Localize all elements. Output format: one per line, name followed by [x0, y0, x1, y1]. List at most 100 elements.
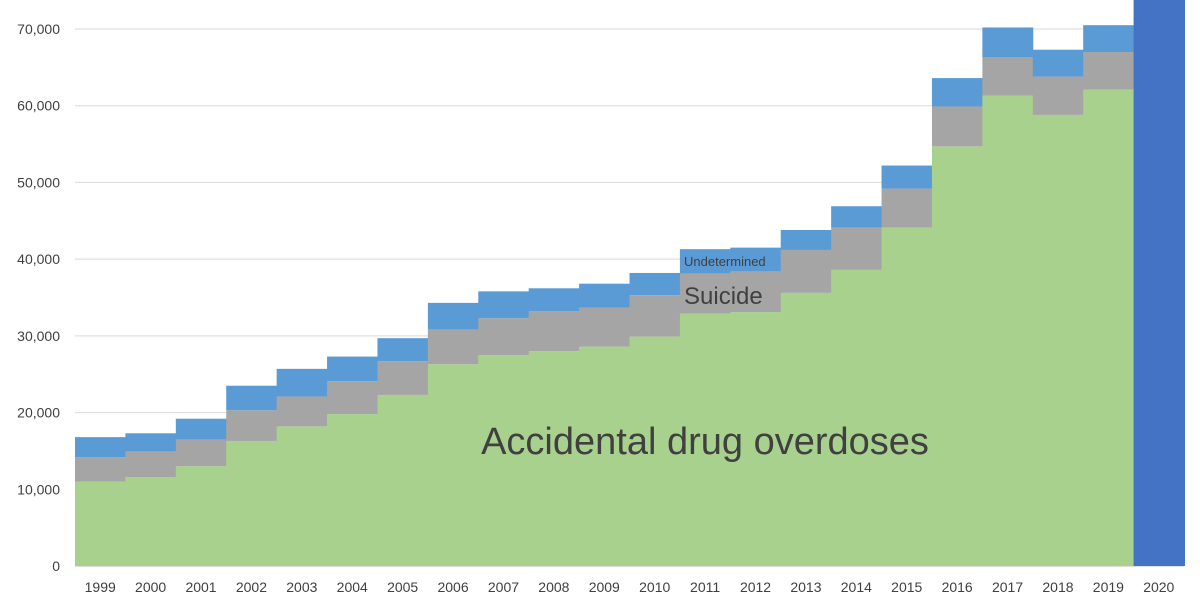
bar-undetermined-2003	[276, 368, 328, 397]
y-tick-label: 30,000	[17, 328, 60, 344]
x-tick-label: 2008	[538, 579, 569, 595]
bar-suicide-2011	[679, 273, 731, 314]
bar-accidental-drug-overdoses-2018	[1032, 114, 1084, 567]
bar-suicide-2016	[931, 106, 983, 147]
bar-undetermined-2014	[831, 206, 883, 228]
x-tick-label: 2014	[841, 579, 872, 595]
x-tick-label: 2019	[1093, 579, 1124, 595]
bar-accidental-drug-overdoses-2014	[831, 269, 883, 566]
bar-suicide-1999	[75, 457, 126, 482]
bar-undetermined-2004	[327, 356, 378, 382]
bar-accidental-drug-overdoses-2004	[327, 414, 378, 566]
suicide-label: Suicide	[684, 283, 763, 310]
bar-accidental-drug-overdoses-2003	[276, 426, 328, 566]
bar-suicide-2019	[1083, 52, 1135, 90]
x-tick-label: 2000	[135, 579, 166, 595]
x-tick-label: 2003	[286, 579, 317, 595]
y-tick-label: 70,000	[17, 21, 60, 37]
bar-suicide-2001	[175, 439, 227, 467]
undetermined-label: Undetermined	[684, 254, 766, 269]
bar-suicide-2004	[327, 381, 378, 415]
y-tick-label: 20,000	[17, 405, 60, 421]
bar-accidental-drug-overdoses-2011	[679, 313, 731, 566]
x-tick-label: 2010	[639, 579, 670, 595]
bar-undetermined-2000	[125, 433, 177, 452]
x-tick-label: 2012	[740, 579, 771, 595]
bar-accidental-drug-overdoses-2005	[377, 394, 429, 566]
bar-suicide-2009	[579, 307, 630, 347]
bar-accidental-drug-overdoses-2000	[125, 477, 177, 566]
bar-accidental-drug-overdoses-2012	[730, 312, 782, 566]
bar-undetermined-2008	[528, 288, 580, 312]
bar-suicide-2000	[125, 451, 177, 478]
x-tick-label: 2004	[337, 579, 368, 595]
x-tick-label: 1999	[85, 579, 116, 595]
x-axis: 1999 2000 2001 2002 2003 2004 2005 2006 2007 2008…	[85, 579, 1175, 595]
bar-accidental-drug-overdoses-2017	[982, 95, 1034, 567]
x-tick-label: 2016	[942, 579, 973, 595]
bar-suicide-2003	[276, 396, 328, 427]
y-tick-label: 50,000	[17, 174, 60, 190]
bar-undetermined-2012	[730, 247, 782, 272]
bar-accidental-drug-overdoses-2013	[780, 292, 832, 566]
bar-accidental-drug-overdoses-2010	[629, 336, 681, 566]
bar-accidental-drug-overdoses-1999	[75, 481, 126, 566]
bar-undetermined-2002	[226, 385, 278, 411]
bar-accidental-drug-overdoses-2007	[478, 355, 530, 566]
bar-accidental-drug-overdoses-2001	[175, 466, 227, 566]
x-tick-label: 2006	[437, 579, 468, 595]
bar-suicide-2010	[629, 295, 681, 337]
bar-undetermined-2018	[1032, 49, 1084, 77]
bar-undetermined-2001	[175, 418, 227, 440]
bar-undetermined-2017	[982, 27, 1034, 58]
bar-undetermined-2016	[931, 78, 983, 107]
y-tick-label: 0	[52, 558, 60, 574]
y-tick-label: 10,000	[17, 481, 60, 497]
bar-undetermined-1999	[75, 437, 126, 458]
x-tick-label: 2002	[236, 579, 267, 595]
y-tick-label: 40,000	[17, 251, 60, 267]
bar-suicide-2002	[226, 410, 278, 441]
x-tick-label: 2017	[992, 579, 1023, 595]
annotations: Accidental drug overdoses Suicide Undete…	[481, 254, 929, 463]
bar-accidental-drug-overdoses-2016	[931, 146, 983, 566]
bar-suicide-2012	[730, 271, 782, 313]
bar-suicide-2008	[528, 311, 580, 352]
x-tick-label: 2011	[690, 579, 720, 595]
bar-accidental-drug-overdoses-2019	[1083, 89, 1135, 567]
bar-undetermined-2013	[780, 229, 832, 250]
bar-accidental-drug-overdoses-2002	[226, 440, 278, 566]
bar-accidental-drug-overdoses-2009	[579, 346, 630, 566]
bar-undetermined-2019	[1083, 25, 1135, 53]
bar-suicide-2013	[780, 249, 832, 293]
x-tick-label: 2001	[185, 579, 216, 595]
x-tick-label: 2005	[387, 579, 418, 595]
bar-suicide-2017	[982, 57, 1034, 96]
bar-suicide-2007	[478, 318, 530, 356]
data-bars	[75, 0, 1185, 567]
bar-suicide-2005	[377, 361, 429, 395]
x-tick-label: 2018	[1042, 579, 1073, 595]
x-tick-label: 2009	[589, 579, 620, 595]
highlight-bar-2020	[1133, 0, 1185, 566]
bar-suicide-2014	[831, 227, 883, 270]
x-tick-label: 2013	[790, 579, 821, 595]
bar-undetermined-2005	[377, 338, 429, 362]
bar-undetermined-2011	[679, 249, 731, 274]
x-tick-label: 2020	[1143, 579, 1174, 595]
bar-suicide-2018	[1032, 76, 1084, 115]
bar-undetermined-2015	[881, 165, 933, 189]
bar-accidental-drug-overdoses-2008	[528, 351, 580, 566]
bar-suicide-2015	[881, 188, 933, 228]
bar-undetermined-2007	[478, 291, 530, 319]
bar-accidental-drug-overdoses-2015	[881, 227, 933, 566]
accidental-overdoses-label: Accidental drug overdoses	[481, 421, 929, 463]
y-axis: 0 10,000 20,000 30,000 40,000 50,000 60,000 70,…	[17, 21, 60, 574]
bar-undetermined-2006	[427, 302, 479, 330]
y-tick-label: 60,000	[17, 98, 60, 114]
bar-accidental-drug-overdoses-2006	[427, 364, 479, 566]
x-tick-label: 2015	[891, 579, 922, 595]
bar-undetermined-2009	[579, 283, 630, 308]
bar-undetermined-2010	[629, 272, 681, 296]
